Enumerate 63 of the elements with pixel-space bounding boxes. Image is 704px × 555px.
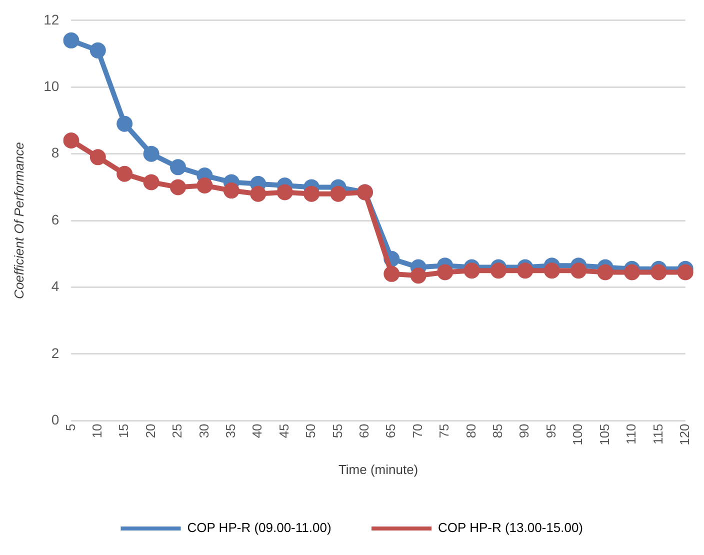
x-tick-label: 75 (436, 424, 452, 438)
point (544, 262, 560, 279)
x-tick-label: 115 (650, 424, 666, 444)
point (597, 264, 614, 280)
x-tick-label: 80 (463, 424, 478, 438)
x-tick-label: 60 (356, 424, 372, 438)
legend-label: COP HP-R (13.00-15.00) (438, 520, 584, 536)
x-tick-label: 120 (676, 424, 692, 446)
x-tick-label: 30 (196, 424, 212, 438)
point (384, 266, 400, 282)
point (90, 149, 106, 166)
x-tick-label: 110 (624, 424, 639, 444)
legend-label: COP HP-R (09.00-11.00) (187, 520, 332, 536)
y-tick-label: 2 (51, 344, 60, 361)
x-tick-label: 10 (89, 424, 104, 438)
point (170, 179, 186, 196)
point (143, 174, 160, 190)
x-tick-label: 25 (170, 424, 185, 438)
point (223, 182, 240, 199)
point (90, 42, 106, 58)
point (196, 178, 213, 194)
y-tick-label: 12 (44, 11, 60, 28)
x-tick-label: 50 (303, 424, 318, 438)
y-tick-label: 0 (51, 412, 60, 428)
point (624, 264, 640, 280)
point (570, 262, 587, 279)
x-tick-label: 15 (116, 424, 132, 438)
point (116, 166, 133, 182)
point (143, 146, 160, 162)
x-tick-label: 90 (516, 424, 532, 438)
point (116, 116, 133, 132)
x-tick-label: 85 (490, 424, 506, 438)
x-tick-label: 35 (222, 424, 238, 438)
x-tick-label: 95 (543, 424, 558, 438)
x-axis-title: Time (minute) (338, 462, 418, 477)
point (490, 262, 506, 279)
point (650, 264, 667, 280)
point (410, 268, 426, 284)
x-tick-label: 5 (62, 424, 78, 431)
x-tick-label: 40 (250, 424, 265, 438)
point (304, 186, 320, 202)
y-tick-label: 10 (44, 78, 60, 94)
y-tick-label: 6 (51, 211, 60, 228)
x-tick-label: 105 (596, 424, 612, 446)
point (517, 262, 534, 279)
x-tick-label: 45 (276, 424, 292, 438)
point (276, 184, 293, 200)
x-tick-label: 70 (410, 424, 425, 438)
point (330, 186, 346, 202)
point (63, 132, 80, 148)
x-tick-label: 20 (142, 424, 158, 438)
x-tick-label: 65 (383, 424, 398, 438)
point (677, 264, 694, 280)
point (63, 32, 80, 48)
point (437, 264, 454, 280)
point (464, 262, 480, 279)
x-tick-label: 55 (330, 424, 345, 438)
y-tick-label: 4 (51, 278, 60, 294)
y-axis-title: Coefficient Of Performance (11, 142, 26, 299)
x-tick-label: 100 (570, 424, 586, 446)
point (250, 186, 266, 202)
point (170, 159, 186, 176)
y-tick-label: 8 (51, 144, 60, 161)
